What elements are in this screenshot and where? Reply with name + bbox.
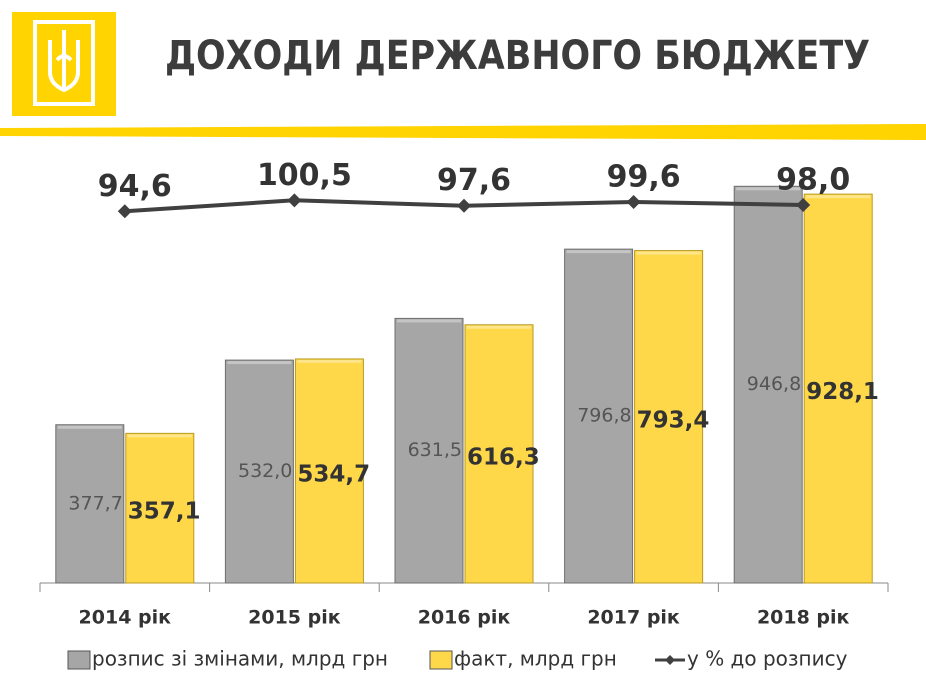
bar	[634, 250, 704, 584]
bar-highlight	[297, 359, 362, 363]
x-tick-label: 2015 рік	[248, 607, 341, 629]
value-label: 631,5	[408, 439, 462, 461]
bar	[125, 432, 195, 584]
value-label: 532,0	[238, 460, 292, 482]
value-label: 377,7	[68, 492, 122, 514]
line-marker	[287, 193, 302, 208]
x-tick-label: 2018 рік	[757, 607, 850, 629]
line-value-label: 98,0	[776, 162, 850, 197]
bar	[224, 359, 294, 584]
line-marker	[796, 197, 811, 212]
line-marker	[117, 204, 132, 219]
bar-highlight	[806, 195, 871, 199]
value-label: 796,8	[577, 405, 631, 427]
value-label: 616,3	[467, 444, 540, 470]
bar-highlight	[566, 250, 631, 254]
line-value-label: 97,6	[437, 163, 511, 198]
emblem	[12, 12, 116, 116]
bar	[803, 193, 873, 584]
bar	[394, 317, 464, 584]
bar	[55, 424, 125, 584]
line-value-label: 99,6	[607, 159, 681, 194]
line-value-label: 100,5	[257, 158, 352, 193]
bar	[464, 324, 534, 584]
bar	[564, 248, 634, 584]
bar	[294, 358, 364, 584]
legend-label: розпис зі змінами, млрд грн	[92, 647, 388, 671]
bar-highlight	[57, 425, 122, 429]
bar-highlight	[636, 251, 701, 255]
bar-highlight	[467, 325, 531, 329]
line-value-label: 94,6	[98, 169, 172, 204]
line-marker	[626, 194, 641, 209]
legend-label: факт, млрд грн	[454, 647, 617, 671]
x-tick-label: 2016 рік	[418, 607, 511, 629]
legend-symbol	[665, 655, 675, 665]
bar-highlight	[127, 434, 192, 438]
value-label: 357,1	[128, 499, 201, 525]
bar	[733, 185, 803, 584]
legend-symbol	[429, 650, 453, 670]
chart-title: ДОХОДИ ДЕРЖАВНОГО БЮДЖЕТУ	[165, 33, 870, 79]
bar-highlight	[227, 361, 292, 365]
value-label: 534,7	[297, 461, 370, 487]
x-tick-label: 2017 рік	[587, 607, 680, 629]
value-label: 946,8	[747, 373, 801, 395]
legend-label: у % до розпису	[687, 647, 848, 671]
bar-highlight	[397, 319, 461, 323]
line-marker	[457, 198, 471, 213]
x-tick-label: 2014 рік	[79, 607, 172, 629]
value-label: 928,1	[806, 379, 879, 405]
legend-symbol	[67, 650, 91, 670]
value-label: 793,4	[637, 407, 710, 433]
bar-highlight	[736, 187, 801, 191]
header-band	[0, 124, 926, 140]
